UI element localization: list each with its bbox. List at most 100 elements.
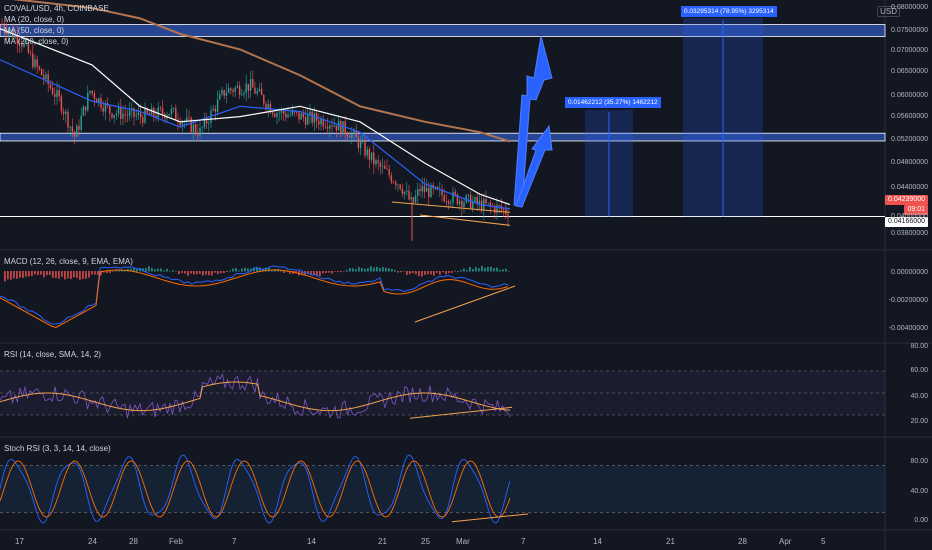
candle-body [397, 184, 399, 186]
macd-histogram-bar [172, 270, 174, 272]
candle-body [27, 42, 30, 53]
price-tick: 0.04000000 [891, 213, 928, 220]
macd-histogram-bar [400, 271, 402, 273]
macd-histogram-bar [397, 271, 399, 273]
macd-histogram-bar [448, 271, 450, 274]
macd-histogram-bar [202, 271, 204, 276]
candle-body [104, 103, 107, 112]
macd-histogram-bar [439, 271, 441, 275]
macd-histogram-bar [247, 268, 249, 272]
candle-body [76, 126, 78, 137]
macd-histogram-bar [328, 271, 330, 273]
ma-line-1 [0, 59, 511, 210]
candle-body [208, 123, 210, 124]
ma50-label[interactable]: MA (50, close, 0) [4, 26, 65, 35]
currency-badge[interactable]: USD [877, 6, 900, 17]
macd-histogram-bar [361, 268, 363, 272]
macd-histogram-bar [112, 271, 114, 272]
candle-body [291, 111, 294, 115]
candle-body [335, 125, 338, 131]
candle-body [16, 34, 19, 44]
macd-histogram-bar [376, 266, 378, 272]
candle-body [441, 189, 443, 196]
candle-body [137, 112, 140, 116]
macd-histogram-bar [418, 271, 420, 277]
rsi-tick: 20.00 [910, 418, 928, 425]
macd-histogram-bar [394, 269, 396, 272]
macd-histogram-bar [460, 270, 462, 272]
candle-body [148, 112, 151, 115]
candle-body [98, 98, 100, 103]
macd-histogram-bar [493, 268, 495, 272]
candle-body [10, 29, 12, 32]
macd-histogram-bar [346, 269, 348, 272]
macd-histogram-bar [91, 271, 93, 275]
macd-histogram-bar [391, 269, 393, 272]
candle-body [192, 124, 195, 133]
candle-body [395, 182, 397, 186]
ticker-label[interactable]: COVAL/USD, 4h, COINBASE [4, 4, 109, 13]
macd-histogram-bar [46, 271, 48, 276]
candle-body [307, 115, 309, 125]
candle-body [159, 107, 162, 109]
macd-histogram-bar [193, 271, 195, 275]
macd-histogram-bar [160, 268, 162, 272]
wedge-lower [419, 214, 511, 226]
candle-body [216, 99, 219, 112]
candle-body [234, 87, 236, 92]
macd-histogram-bar [244, 267, 246, 272]
candle-body [447, 201, 450, 204]
macd-histogram-bar [454, 270, 456, 272]
rsi-title[interactable]: RSI (14, close, SMA, 14, 2) [4, 350, 101, 359]
macd-histogram-bar [13, 271, 15, 279]
candle-body [254, 87, 256, 94]
candle-body [188, 117, 190, 119]
stoch-title[interactable]: Stoch RSI (3, 3, 14, 14, close) [4, 444, 111, 453]
price-tick: 0.06500000 [891, 68, 928, 75]
candle-body [23, 43, 25, 47]
candle-body [355, 130, 357, 138]
candle-body [214, 108, 217, 112]
macd-histogram-bar [388, 268, 390, 272]
candle-body [271, 112, 274, 115]
candle-body [80, 115, 82, 130]
time-tick: 21 [378, 537, 387, 546]
price-tick: 0.04400000 [891, 184, 928, 191]
macd-histogram-bar [10, 271, 12, 280]
macd-histogram-bar [79, 271, 81, 280]
candle-body [56, 89, 58, 97]
candle-body [507, 214, 509, 218]
stoch-trendline [451, 513, 529, 523]
stoch-tick: 40.00 [910, 488, 928, 495]
macd-line [0, 265, 509, 325]
stoch-k-line [0, 454, 511, 524]
macd-histogram-bar [214, 271, 216, 273]
macd-histogram-bar [238, 270, 240, 272]
macd-histogram-bar [283, 271, 285, 273]
candle-body [412, 197, 415, 203]
macd-histogram-bar [181, 271, 183, 273]
macd-histogram-bar [49, 271, 51, 276]
candle-body [21, 44, 23, 47]
macd-histogram-bar [94, 271, 96, 275]
ma200-label[interactable]: MA (200, close, 0) [4, 37, 69, 46]
candle-body [357, 137, 360, 148]
candle-body [381, 165, 384, 167]
macd-histogram-bar [457, 271, 459, 273]
macd-histogram-bar [232, 268, 234, 272]
candle-body [498, 205, 500, 206]
candle-body [384, 165, 386, 169]
time-tick: 25 [421, 537, 430, 546]
macd-histogram-bar [430, 271, 432, 275]
macd-histogram-bar [367, 268, 369, 272]
macd-title[interactable]: MACD (12, 26, close, 9, EMA, EMA) [4, 257, 133, 266]
price-tick: 0.07500000 [891, 27, 928, 34]
macd-histogram-bar [226, 271, 228, 273]
candle-body [373, 152, 375, 165]
countdown-badge: 09:01 [904, 205, 928, 215]
ma20-label[interactable]: MA (20, close, 0) [4, 15, 65, 24]
candle-body [267, 103, 269, 109]
candle-body [298, 112, 300, 120]
support-price-badge: 0.04166000 [885, 217, 928, 227]
candle-body [322, 118, 324, 127]
